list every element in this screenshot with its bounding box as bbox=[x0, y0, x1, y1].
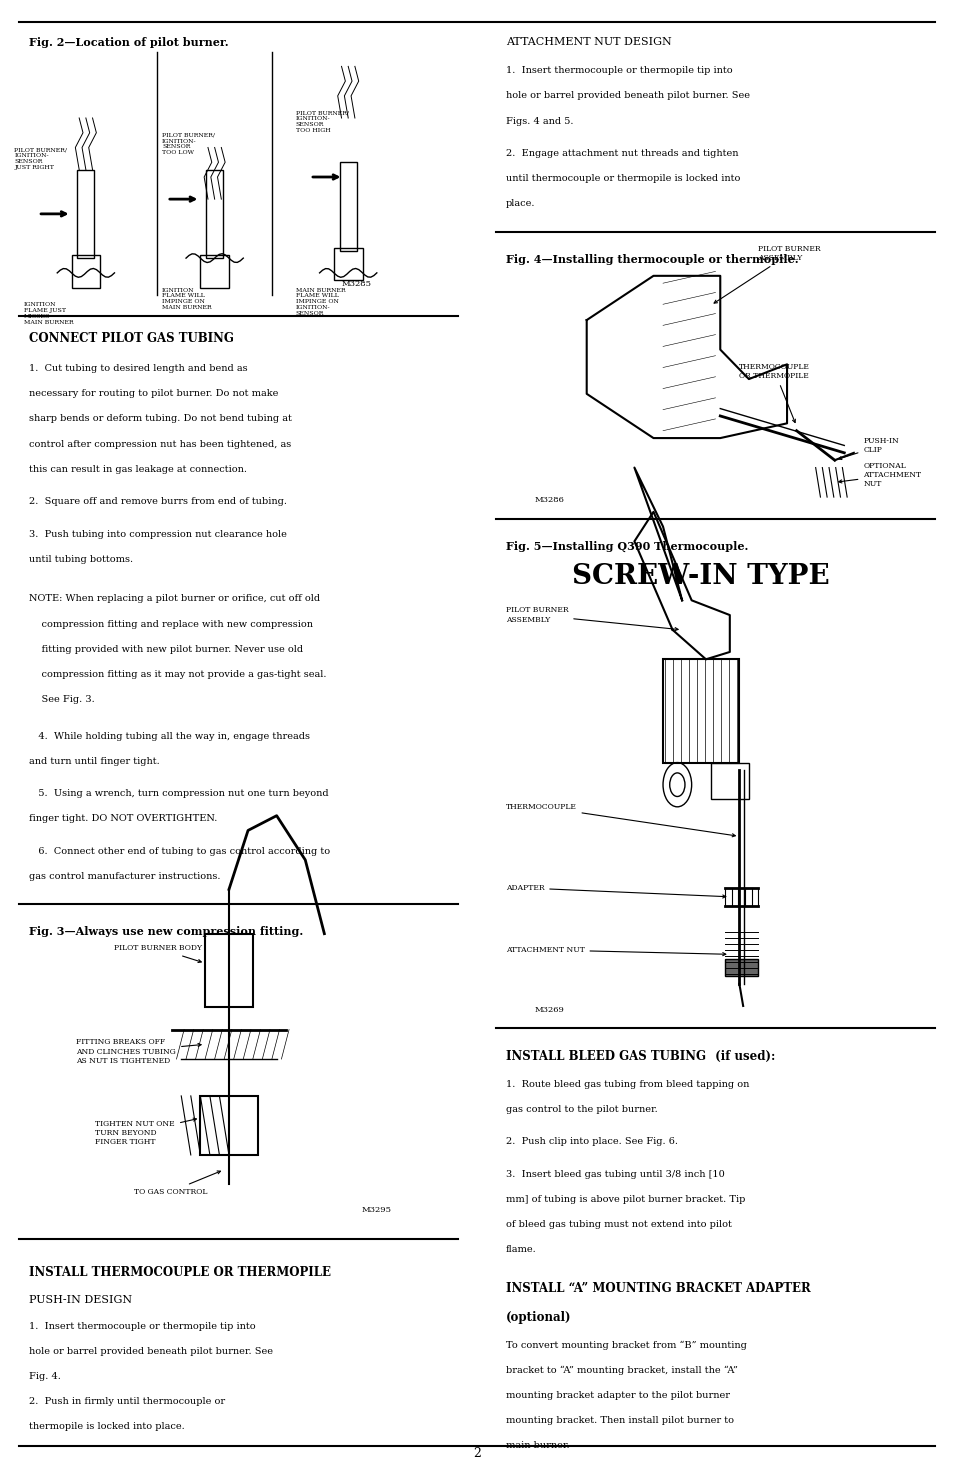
Text: M3286: M3286 bbox=[534, 497, 563, 504]
Text: PILOT BURNER/
IGNITION-
SENSOR
TOO HIGH: PILOT BURNER/ IGNITION- SENSOR TOO HIGH bbox=[295, 111, 349, 133]
Text: INSTALL “A” MOUNTING BRACKET ADAPTER: INSTALL “A” MOUNTING BRACKET ADAPTER bbox=[505, 1282, 809, 1295]
Text: MAIN BURNER
FLAME WILL
IMPINGE ON
IGNITION-
SENSOR: MAIN BURNER FLAME WILL IMPINGE ON IGNITI… bbox=[295, 288, 345, 316]
Text: flame.: flame. bbox=[505, 1245, 536, 1254]
Bar bbox=[205, 934, 253, 1007]
Text: of bleed gas tubing must not extend into pilot: of bleed gas tubing must not extend into… bbox=[505, 1220, 731, 1229]
Text: bracket to “A” mounting bracket, install the “A”: bracket to “A” mounting bracket, install… bbox=[505, 1366, 737, 1375]
Text: ATTACHMENT NUT DESIGN: ATTACHMENT NUT DESIGN bbox=[505, 37, 671, 47]
Text: CONNECT PILOT GAS TUBING: CONNECT PILOT GAS TUBING bbox=[29, 332, 233, 345]
Bar bbox=[710, 763, 748, 799]
Text: PILOT BURNER/
IGNITION-
SENSOR
TOO LOW: PILOT BURNER/ IGNITION- SENSOR TOO LOW bbox=[162, 133, 215, 155]
Bar bbox=[662, 659, 739, 763]
Text: INSTALL BLEED GAS TUBING: INSTALL BLEED GAS TUBING bbox=[505, 1050, 705, 1063]
Text: Fig. 4—Installing thermocouple or thermopile.: Fig. 4—Installing thermocouple or thermo… bbox=[505, 254, 798, 264]
Text: Fig. 3—Always use new compression fitting.: Fig. 3—Always use new compression fittin… bbox=[29, 926, 302, 937]
Text: FITTING BREAKS OFF
AND CLINCHES TUBING
AS NUT IS TIGHTENED: FITTING BREAKS OFF AND CLINCHES TUBING A… bbox=[76, 1038, 201, 1065]
Text: Fig. 5—Installing Q390 Thermocouple.: Fig. 5—Installing Q390 Thermocouple. bbox=[505, 541, 747, 553]
Text: 2.  Push clip into place. See Fig. 6.: 2. Push clip into place. See Fig. 6. bbox=[505, 1137, 677, 1146]
Text: mounting bracket. Then install pilot burner to: mounting bracket. Then install pilot bur… bbox=[505, 1416, 733, 1425]
Text: PILOT BURNER
ASSEMBLY: PILOT BURNER ASSEMBLY bbox=[714, 245, 821, 304]
Text: INSTALL THERMOCOUPLE OR THERMOPILE: INSTALL THERMOCOUPLE OR THERMOPILE bbox=[29, 1266, 331, 1279]
Text: 3.  Push tubing into compression nut clearance hole: 3. Push tubing into compression nut clea… bbox=[29, 530, 286, 538]
Bar bbox=[200, 1096, 257, 1155]
Text: PILOT BURNER BODY: PILOT BURNER BODY bbox=[114, 944, 202, 963]
Text: 1.  Insert thermocouple or thermopile tip into: 1. Insert thermocouple or thermopile tip… bbox=[505, 66, 732, 75]
Text: IGNITION
FLAME JUST
MISSES
MAIN BURNER: IGNITION FLAME JUST MISSES MAIN BURNER bbox=[24, 302, 73, 324]
Text: (optional): (optional) bbox=[505, 1311, 571, 1325]
Text: 1.  Insert thermocouple or thermopile tip into: 1. Insert thermocouple or thermopile tip… bbox=[29, 1322, 255, 1330]
Text: 2.  Engage attachment nut threads and tighten: 2. Engage attachment nut threads and tig… bbox=[505, 149, 738, 158]
Text: M3295: M3295 bbox=[361, 1207, 391, 1214]
Text: 2.  Square off and remove burrs from end of tubing.: 2. Square off and remove burrs from end … bbox=[29, 497, 286, 506]
Text: THERMOCOUPLE: THERMOCOUPLE bbox=[505, 802, 735, 836]
Text: ADAPTER: ADAPTER bbox=[505, 884, 725, 898]
Text: TIGHTEN NUT ONE
TURN BEYOND
FINGER TIGHT: TIGHTEN NUT ONE TURN BEYOND FINGER TIGHT bbox=[95, 1118, 196, 1146]
Text: compression fitting and replace with new compression: compression fitting and replace with new… bbox=[29, 620, 313, 628]
Text: 3.  Insert bleed gas tubing until 3/8 inch [10: 3. Insert bleed gas tubing until 3/8 inc… bbox=[505, 1170, 723, 1179]
Text: SCREW-IN TYPE: SCREW-IN TYPE bbox=[572, 563, 829, 590]
Text: finger tight. DO NOT OVERTIGHTEN.: finger tight. DO NOT OVERTIGHTEN. bbox=[29, 814, 216, 823]
Text: 4.  While holding tubing all the way in, engage threads: 4. While holding tubing all the way in, … bbox=[29, 732, 310, 740]
Text: To convert mounting bracket from “B” mounting: To convert mounting bracket from “B” mou… bbox=[505, 1341, 745, 1350]
Text: necessary for routing to pilot burner. Do not make: necessary for routing to pilot burner. D… bbox=[29, 389, 277, 398]
Text: fitting provided with new pilot burner. Never use old: fitting provided with new pilot burner. … bbox=[29, 645, 302, 653]
Text: PUSH-IN DESIGN: PUSH-IN DESIGN bbox=[29, 1295, 132, 1305]
Text: THERMOCOUPLE
OR THERMOPILE: THERMOCOUPLE OR THERMOPILE bbox=[739, 363, 809, 422]
Text: control after compression nut has been tightened, as: control after compression nut has been t… bbox=[29, 440, 291, 448]
Text: IGNITION
FLAME WILL
IMPINGE ON
MAIN BURNER: IGNITION FLAME WILL IMPINGE ON MAIN BURN… bbox=[162, 288, 212, 310]
Text: NOTE: When replacing a pilot burner or orifice, cut off old: NOTE: When replacing a pilot burner or o… bbox=[29, 594, 319, 603]
Text: mounting bracket adapter to the pilot burner: mounting bracket adapter to the pilot bu… bbox=[505, 1391, 729, 1400]
Text: M3269: M3269 bbox=[534, 1006, 563, 1013]
Text: gas control to the pilot burner.: gas control to the pilot burner. bbox=[505, 1105, 657, 1114]
Text: PUSH-IN
CLIP: PUSH-IN CLIP bbox=[838, 437, 898, 460]
Text: 5.  Using a wrench, turn compression nut one turn beyond: 5. Using a wrench, turn compression nut … bbox=[29, 789, 328, 798]
Text: thermopile is locked into place.: thermopile is locked into place. bbox=[29, 1422, 184, 1431]
Text: main burner.: main burner. bbox=[505, 1441, 569, 1450]
Text: 2: 2 bbox=[473, 1447, 480, 1460]
Text: (if used):: (if used): bbox=[710, 1050, 774, 1063]
Text: ATTACHMENT NUT: ATTACHMENT NUT bbox=[505, 945, 725, 956]
Text: See Fig. 3.: See Fig. 3. bbox=[29, 695, 94, 704]
Text: until thermocouple or thermopile is locked into: until thermocouple or thermopile is lock… bbox=[505, 174, 740, 183]
Text: 6.  Connect other end of tubing to gas control according to: 6. Connect other end of tubing to gas co… bbox=[29, 847, 330, 856]
Text: sharp bends or deform tubing. Do not bend tubing at: sharp bends or deform tubing. Do not ben… bbox=[29, 414, 292, 423]
Text: PILOT BURNER/
IGNITION-
SENSOR
JUST RIGHT: PILOT BURNER/ IGNITION- SENSOR JUST RIGH… bbox=[14, 148, 68, 170]
Text: OPTIONAL
ATTACHMENT
NUT: OPTIONAL ATTACHMENT NUT bbox=[838, 462, 921, 488]
Text: hole or barrel provided beneath pilot burner. See: hole or barrel provided beneath pilot bu… bbox=[29, 1347, 273, 1356]
Text: PILOT BURNER
ASSEMBLY: PILOT BURNER ASSEMBLY bbox=[505, 606, 678, 631]
Text: until tubing bottoms.: until tubing bottoms. bbox=[29, 555, 132, 563]
Text: Fig. 4.: Fig. 4. bbox=[29, 1372, 60, 1381]
Text: 2.  Push in firmly until thermocouple or: 2. Push in firmly until thermocouple or bbox=[29, 1397, 225, 1406]
Text: 1.  Cut tubing to desired length and bend as: 1. Cut tubing to desired length and bend… bbox=[29, 364, 247, 373]
Text: M3285: M3285 bbox=[342, 280, 372, 288]
Text: Figs. 4 and 5.: Figs. 4 and 5. bbox=[505, 117, 573, 125]
Text: and turn until finger tight.: and turn until finger tight. bbox=[29, 757, 159, 766]
Text: this can result in gas leakage at connection.: this can result in gas leakage at connec… bbox=[29, 465, 247, 473]
Text: place.: place. bbox=[505, 199, 535, 208]
Bar bbox=[724, 959, 758, 976]
Text: 1.  Route bleed gas tubing from bleed tapping on: 1. Route bleed gas tubing from bleed tap… bbox=[505, 1080, 748, 1089]
Text: hole or barrel provided beneath pilot burner. See: hole or barrel provided beneath pilot bu… bbox=[505, 91, 749, 100]
Text: compression fitting as it may not provide a gas-tight seal.: compression fitting as it may not provid… bbox=[29, 670, 326, 678]
Text: TO GAS CONTROL: TO GAS CONTROL bbox=[133, 1171, 220, 1196]
Text: mm] of tubing is above pilot burner bracket. Tip: mm] of tubing is above pilot burner brac… bbox=[505, 1195, 744, 1204]
Text: Fig. 2—Location of pilot burner.: Fig. 2—Location of pilot burner. bbox=[29, 37, 228, 47]
Text: gas control manufacturer instructions.: gas control manufacturer instructions. bbox=[29, 872, 220, 881]
